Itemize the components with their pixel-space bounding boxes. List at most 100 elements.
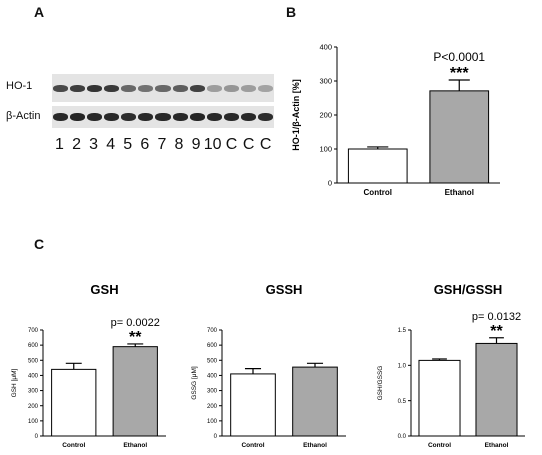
bar	[51, 368, 97, 437]
actin-band	[206, 113, 222, 121]
y-tick-label: 100	[207, 419, 218, 425]
chart-title: GSH	[90, 282, 118, 297]
lane-label: 4	[106, 136, 116, 153]
y-tick-label: 200	[207, 404, 218, 410]
blot-row-label-ho1: HO-1	[6, 80, 33, 92]
y-axis-label: GSSG [μM]	[191, 366, 198, 400]
actin-band	[155, 113, 171, 121]
x-category-label: Ethanol	[445, 188, 474, 197]
y-tick-label: 0	[35, 434, 39, 440]
ho1-band	[223, 84, 239, 92]
chart-title: GSH/GSSH	[434, 282, 503, 297]
x-category-label: Control	[241, 442, 264, 449]
y-tick-label: 500	[207, 358, 218, 364]
lane-label: C	[242, 136, 255, 153]
ho1-blot-strip	[52, 74, 274, 102]
bar	[292, 366, 338, 437]
x-category-label: Ethanol	[123, 442, 147, 449]
lane-label: C	[259, 136, 272, 153]
x-category-label: Control	[428, 442, 451, 449]
lane-label: 2	[72, 136, 81, 153]
lane-label: 10	[203, 136, 222, 153]
bar	[475, 342, 518, 437]
y-tick-label: 700	[207, 328, 218, 334]
lane-label: 9	[191, 136, 201, 153]
y-tick-label: 100	[28, 419, 39, 425]
lane-label: 3	[89, 136, 99, 153]
lane-label: 7	[157, 136, 167, 153]
ho1-band	[172, 84, 188, 92]
y-tick-label: 300	[28, 389, 39, 395]
y-tick-label: 0	[328, 179, 332, 188]
actin-band	[53, 113, 69, 121]
panel-a-letter: A	[34, 4, 45, 20]
bar	[112, 346, 158, 437]
y-tick-label: 300	[207, 389, 218, 395]
y-tick-label: 0.0	[398, 434, 407, 440]
lane-label: 6	[140, 136, 150, 153]
ho1-band	[138, 84, 154, 92]
p-value-label: p= 0.0022	[111, 317, 160, 329]
actin-band	[104, 113, 120, 121]
actin-band	[138, 113, 154, 121]
significance-stars: **	[129, 329, 142, 346]
actin-band	[87, 113, 103, 121]
ho1-band	[257, 84, 273, 92]
y-tick-label: 300	[319, 77, 332, 86]
lane-label: C	[225, 136, 238, 153]
actin-band	[121, 113, 137, 121]
actin-band	[172, 113, 188, 121]
p-value-label: P<0.0001	[433, 50, 485, 64]
y-tick-label: 400	[207, 374, 218, 380]
x-category-label: Control	[364, 188, 392, 197]
blot-row-label-actin: β-Actin	[6, 110, 41, 122]
x-category-label: Ethanol	[303, 442, 327, 449]
actin-band	[257, 113, 273, 121]
y-tick-label: 600	[207, 343, 218, 349]
y-axis-label: HO-1/β-Actin [%]	[291, 79, 301, 151]
significance-stars: **	[490, 323, 503, 340]
actin-band	[70, 113, 86, 121]
y-tick-label: 500	[28, 358, 39, 364]
actin-band	[189, 113, 205, 121]
ho1-band	[70, 84, 86, 92]
ho1-band	[206, 84, 222, 92]
p-value-label: p= 0.0132	[472, 311, 521, 323]
significance-stars: ***	[450, 65, 469, 82]
y-tick-label: 700	[28, 328, 39, 334]
bar	[230, 373, 276, 437]
y-tick-label: 1.0	[398, 363, 407, 369]
y-tick-label: 400	[319, 43, 332, 52]
bar	[418, 359, 461, 437]
actin-blot-strip	[52, 106, 274, 128]
actin-band	[223, 113, 239, 121]
panel-b-letter: B	[286, 4, 297, 20]
lane-labels: 1 2 3 4 5 6 7 8 9 10 C C C	[52, 136, 274, 158]
y-tick-label: 200	[28, 404, 39, 410]
y-tick-label: 0.5	[398, 399, 407, 405]
x-category-label: Ethanol	[485, 442, 509, 449]
y-tick-label: 400	[28, 374, 39, 380]
y-tick-label: 600	[28, 343, 39, 349]
y-axis-label: GSH [μM]	[11, 368, 18, 397]
y-axis-label: GSH/GSSG	[377, 366, 384, 401]
ho1-band	[87, 84, 103, 92]
y-tick-label: 100	[319, 145, 332, 154]
bar	[429, 90, 490, 184]
ho1-band	[155, 84, 171, 92]
x-category-label: Control	[62, 442, 85, 449]
actin-band	[240, 113, 256, 121]
ho1-band	[104, 84, 120, 92]
ho1-band	[240, 84, 256, 92]
ho1-band	[121, 84, 137, 92]
ho1-band	[189, 84, 205, 92]
bar	[347, 148, 408, 184]
lane-label: 8	[174, 136, 184, 153]
panel-c-letter: C	[34, 236, 45, 252]
lane-label: 1	[55, 136, 64, 153]
ho1-band	[53, 84, 69, 92]
y-tick-label: 1.5	[398, 328, 407, 334]
lane-label: 5	[123, 136, 133, 153]
chart-title: GSSH	[266, 282, 303, 297]
